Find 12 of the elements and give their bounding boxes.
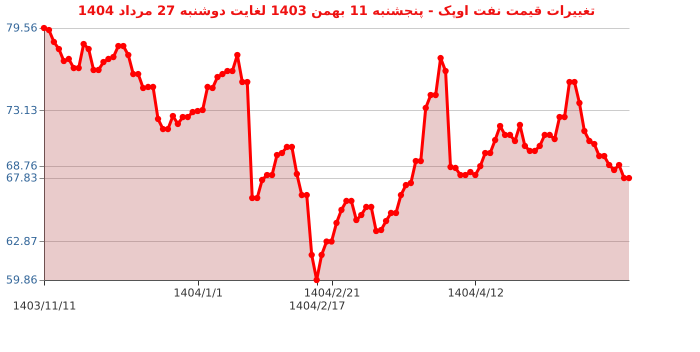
x-tick-label: 1404/2/17 <box>288 300 346 312</box>
x-tick-label: 1404/4/12 <box>448 286 504 300</box>
x-tick-label: 1403/11/11 <box>12 300 76 312</box>
chart-title: تغییرات قیمت نفت اوپک - پنجشنبه 11 بهمن 1403 لغایت دوشنبه 27 مرداد 1404 <box>78 4 596 19</box>
y-tick-label: 79.56 <box>6 22 38 34</box>
y-tick-label: 67.83 <box>6 172 38 185</box>
y-tick-label: 73.13 <box>6 104 38 117</box>
y-tick-label: 68.76 <box>6 160 38 173</box>
y-tick-label: 59.86 <box>6 274 38 286</box>
x-tick-label: 1404/1/1 <box>173 286 223 300</box>
x-tick-label: 1404/2/21 <box>304 286 360 300</box>
y-tick-label: 62.87 <box>6 234 38 248</box>
